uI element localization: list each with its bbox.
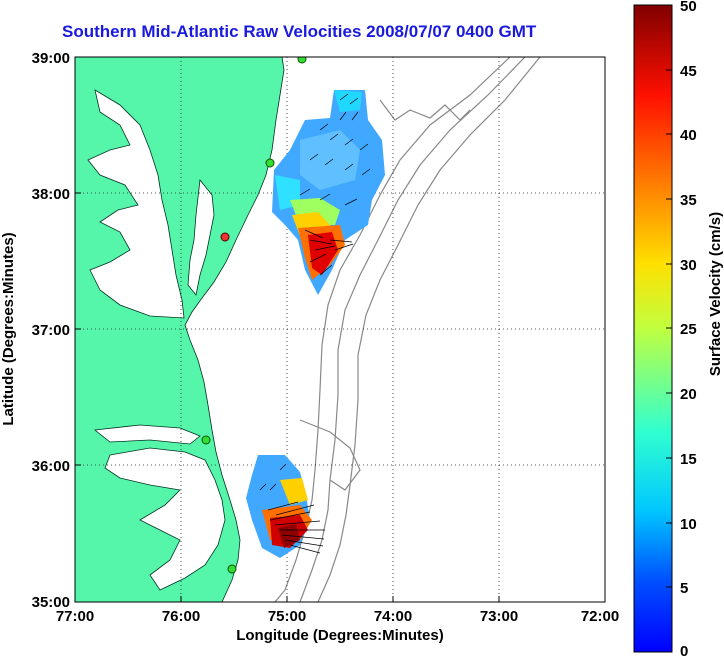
- y-tick-label: 38:00: [32, 186, 70, 203]
- x-tick-label: 74:00: [374, 608, 412, 625]
- x-tick-label: 75:00: [268, 608, 306, 625]
- radar-stations: [201, 57, 307, 574]
- x-tick-label: 72:00: [581, 608, 619, 625]
- grid-lines: [75, 57, 605, 602]
- velocity-vectors-north: [299, 93, 371, 276]
- station-marker: [201, 435, 211, 445]
- y-tick-label: 35:00: [32, 594, 70, 611]
- colorbar-ticks: [666, 4, 672, 653]
- colorbar-tick-label: 10: [680, 516, 697, 533]
- pamlico-sound: [104, 447, 226, 591]
- y-tick-label: 37:00: [32, 322, 70, 339]
- station-marker: [297, 57, 307, 64]
- colorbar-tick-label: 0: [680, 643, 688, 659]
- velocity-vectors-south: [259, 463, 325, 554]
- albemarle-sound: [93, 424, 201, 445]
- y-axis-label: Latitude (Degrees:Minutes): [0, 232, 17, 425]
- colorbar-tick-label: 30: [680, 257, 697, 274]
- station-marker: [227, 564, 237, 574]
- colorbar-tick-label: 50: [680, 0, 697, 15]
- station-marker: [220, 232, 230, 242]
- x-tick-label: 77:00: [56, 608, 94, 625]
- map-title: Southern Mid-Atlantic Raw Velocities 200…: [62, 22, 537, 41]
- colorbar-tick-label: 35: [680, 192, 697, 209]
- x-tick-label: 73:00: [480, 608, 518, 625]
- velocity-field-north: [272, 90, 385, 295]
- y-tick-marks: [75, 56, 81, 603]
- colorbar-tick-label: 40: [680, 127, 697, 144]
- y-tick-label: 36:00: [32, 458, 70, 475]
- colorbar: [633, 4, 673, 653]
- x-axis-label: Longitude (Degrees:Minutes): [236, 627, 444, 644]
- colorbar-tick-label: 20: [680, 386, 697, 403]
- y-tick-label: 39:00: [32, 50, 70, 67]
- colorbar-tick-label: 5: [680, 580, 688, 597]
- x-tick-marks: [74, 596, 606, 602]
- colorbar-tick-label: 25: [680, 321, 697, 338]
- chesapeake-bay: [87, 89, 185, 319]
- colorbar-label: Surface Velocity (cm/s): [707, 212, 724, 376]
- station-marker: [265, 158, 275, 168]
- colorbar-tick-label: 45: [680, 63, 697, 80]
- colorbar-tick-label: 15: [680, 451, 697, 468]
- delmarva-bay-side: [187, 178, 215, 296]
- x-tick-label: 76:00: [162, 608, 200, 625]
